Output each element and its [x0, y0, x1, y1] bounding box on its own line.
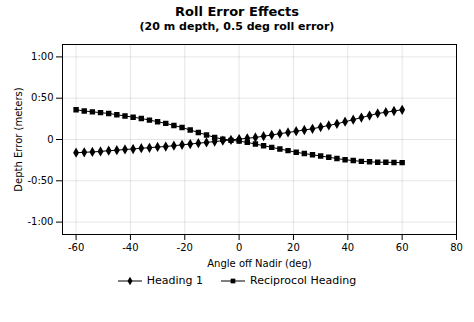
- svg-text:-20: -20: [177, 242, 193, 253]
- svg-text:20: 20: [287, 242, 300, 253]
- svg-text:0:50: 0:50: [31, 92, 53, 103]
- svg-text:-1:00: -1:00: [27, 216, 53, 227]
- svg-text:0: 0: [47, 134, 53, 145]
- svg-text:80: 80: [450, 242, 463, 253]
- html-text:(20 m depth, 0.5 deg roll erro: (20 m depth, 0.5 deg roll error): [139, 20, 335, 33]
- svg-text:60: 60: [396, 242, 409, 253]
- svg-text:-40: -40: [122, 242, 138, 253]
- svg-text:0: 0: [236, 242, 242, 253]
- svg-text:-0:50: -0:50: [27, 175, 53, 186]
- svg-text:-60: -60: [68, 242, 84, 253]
- svg-text:Depth Error (meters): Depth Error (meters): [13, 87, 24, 191]
- svg-text:40: 40: [341, 242, 354, 253]
- html-text:Roll Error Effects: Roll Error Effects: [175, 4, 299, 19]
- html-text:Heading 1: Heading 1: [146, 274, 204, 287]
- html-text:Reciprocol Heading: Reciprocol Heading: [250, 274, 357, 287]
- svg-text:1:00: 1:00: [31, 51, 53, 62]
- svg-text:Angle off Nadir (deg): Angle off Nadir (deg): [207, 258, 312, 269]
